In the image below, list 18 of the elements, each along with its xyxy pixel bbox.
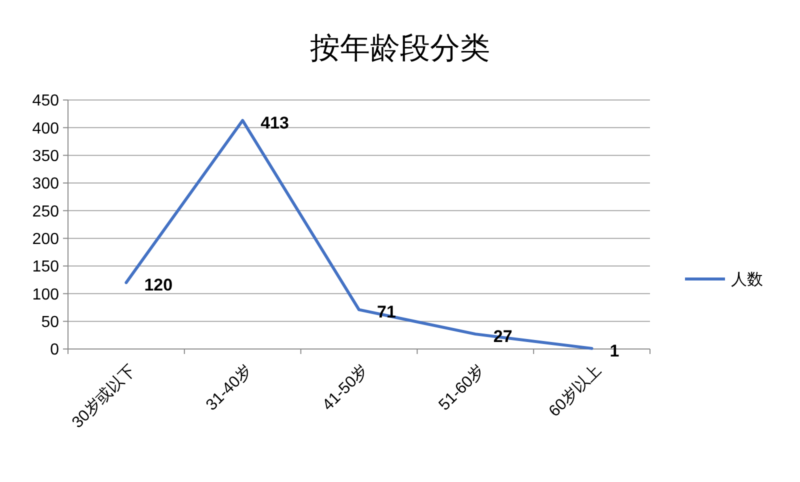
- y-tick-label: 250: [32, 203, 60, 220]
- y-tick-label: 0: [50, 342, 60, 359]
- y-tick-label: 200: [32, 230, 60, 248]
- data-label: 1: [610, 341, 620, 360]
- y-tick-label: 400: [32, 120, 60, 138]
- y-tick-label: 50: [41, 314, 60, 331]
- y-tick-label: 150: [32, 258, 60, 276]
- chart-title: 按年龄段分类: [310, 32, 490, 65]
- line-series: [124, 118, 594, 350]
- y-tick-label: 350: [32, 148, 60, 165]
- data-label: 120: [144, 276, 173, 295]
- y-tick-label: 450: [32, 92, 60, 110]
- legend-label: 人数: [731, 272, 763, 289]
- data-label: 413: [260, 113, 289, 132]
- x-tick-label: 60岁以上: [545, 361, 605, 420]
- x-tick-label: 30岁或以下: [68, 361, 139, 432]
- y-tick-label: 100: [32, 286, 60, 304]
- y-tick-label: 300: [32, 176, 60, 193]
